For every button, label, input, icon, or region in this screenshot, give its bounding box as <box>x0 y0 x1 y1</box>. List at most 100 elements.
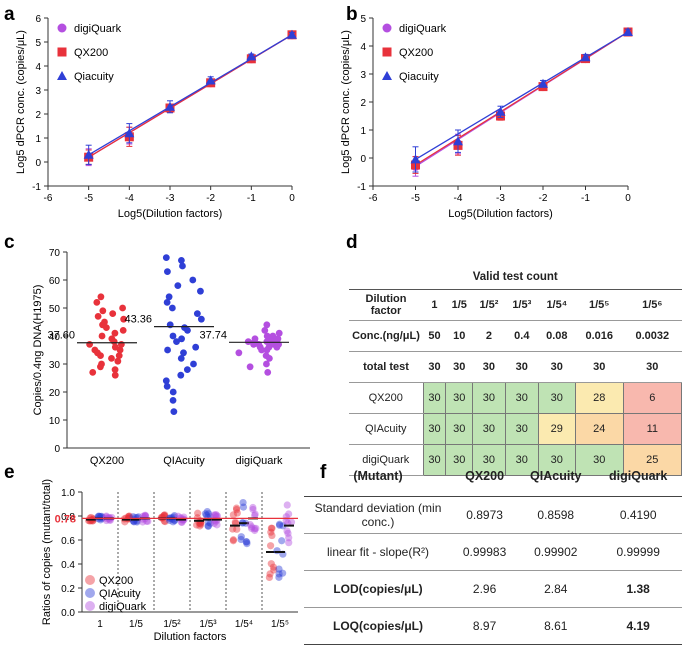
data-point <box>267 560 275 568</box>
table-d-title: Valid test count <box>349 265 682 290</box>
x-tick-label: -2 <box>206 193 215 204</box>
data-point <box>114 357 122 365</box>
data-point <box>102 324 110 331</box>
legend-label: Qiacuity <box>399 71 439 83</box>
data-point <box>177 257 185 264</box>
data-point <box>111 329 119 337</box>
data-point <box>193 310 201 317</box>
data-point <box>287 29 297 39</box>
conc-label: Conc.(ng/μL) <box>349 320 423 352</box>
y-tick-label: 1 <box>35 134 41 145</box>
total-cell: 30 <box>623 351 682 383</box>
legend-marker <box>382 71 392 80</box>
stat-value: 0.8598 <box>517 496 595 534</box>
chart-e: 0.0 0.2 0.4 0.6 0.8 1.0 Ratios of copies (muta… <box>41 479 298 643</box>
y-tick-label: 10 <box>49 416 61 427</box>
total-cell: 30 <box>472 351 506 383</box>
legend-label: digiQuark <box>74 23 122 35</box>
data-point <box>170 408 178 415</box>
chart-b: -1 0 1 2 3 4 5 -6 -5 -4 -3 -2 -1 0 Log5(Dilution facto… <box>340 14 633 220</box>
data-point <box>239 503 248 511</box>
mean-label: 43.36 <box>124 314 152 326</box>
dilution-cell: 1 <box>423 289 446 321</box>
data-point <box>206 519 215 527</box>
legend-label: QX200 <box>99 575 133 587</box>
data-point <box>266 570 274 578</box>
total-cell: 30 <box>445 351 473 383</box>
y-tick-label: 0.8 <box>61 512 75 523</box>
data-point <box>283 501 291 509</box>
data-point <box>177 371 185 379</box>
data-point <box>109 310 117 317</box>
stat-label: LOD(copies/μL) <box>304 570 452 608</box>
data-point <box>141 511 149 519</box>
panel-a-label: a <box>4 4 15 25</box>
total-test-label: total test <box>349 351 423 383</box>
x-tick-label: 0 <box>289 193 295 204</box>
count-cell: 28 <box>574 382 624 414</box>
mean-label: 37.74 <box>199 329 227 341</box>
data-point <box>233 509 241 517</box>
data-point <box>229 536 238 544</box>
data-point <box>275 565 283 573</box>
data-point <box>263 321 271 329</box>
data-point <box>243 540 251 548</box>
conc-cell: 0.0032 <box>623 320 682 352</box>
data-point <box>237 535 245 544</box>
data-point <box>161 511 169 519</box>
x-tick-label: -3 <box>496 193 505 204</box>
data-point <box>169 518 177 526</box>
data-point <box>279 569 287 577</box>
y-tick-label: 5 <box>360 14 366 25</box>
data-point <box>268 531 276 540</box>
data-point <box>189 276 197 284</box>
data-point <box>285 510 293 518</box>
data-point <box>173 338 180 345</box>
data-point <box>97 293 105 301</box>
data-point <box>194 509 202 517</box>
data-point <box>453 136 463 146</box>
stat-value: 0.99983 <box>452 533 518 571</box>
count-cell: 30 <box>422 382 447 414</box>
data-point <box>205 75 216 85</box>
data-point <box>263 360 270 368</box>
legend-marker <box>85 588 95 598</box>
data-point <box>275 520 284 528</box>
x-tick-label: -3 <box>166 193 175 204</box>
data-point <box>242 538 250 546</box>
y-axis-title: Copies/0.4ng DNA(H1975) <box>32 285 44 416</box>
data-point <box>160 511 168 519</box>
dilution-cell: 1/5 <box>445 289 473 321</box>
data-point <box>268 524 276 532</box>
valid-test-count-table: Valid test count Dilution factor 1 1/5 1… <box>349 265 683 476</box>
data-point <box>97 363 104 371</box>
y-tick-label: 60 <box>49 276 61 287</box>
data-point <box>210 519 218 528</box>
category-label: QX200 <box>90 455 124 467</box>
data-point <box>231 518 239 526</box>
legend-marker <box>57 47 67 57</box>
stat-label: linear fit - slope(R²) <box>304 533 452 571</box>
data-point <box>111 371 119 379</box>
x-tick-label: -1 <box>581 193 590 204</box>
stat-value: 0.99902 <box>517 533 595 571</box>
y-tick-label: 1 <box>360 126 366 137</box>
data-point <box>97 352 104 359</box>
category-label: 1/5 <box>129 619 143 630</box>
data-point <box>197 287 204 295</box>
data-point <box>285 539 293 547</box>
legend-label: QX200 <box>399 47 433 59</box>
stat-value: 0.8973 <box>452 496 518 534</box>
row-label-qx200: QX200 <box>349 382 423 414</box>
data-point <box>235 349 243 357</box>
data-point <box>210 511 218 519</box>
data-point <box>229 525 237 533</box>
x-tick-label: -1 <box>247 193 256 204</box>
data-point <box>169 388 177 396</box>
data-point <box>623 27 633 36</box>
panel-b-label: b <box>346 4 358 25</box>
table-f-header: digiQuark <box>594 456 682 497</box>
data-point <box>83 149 94 159</box>
category-label: QIAcuity <box>163 455 205 467</box>
